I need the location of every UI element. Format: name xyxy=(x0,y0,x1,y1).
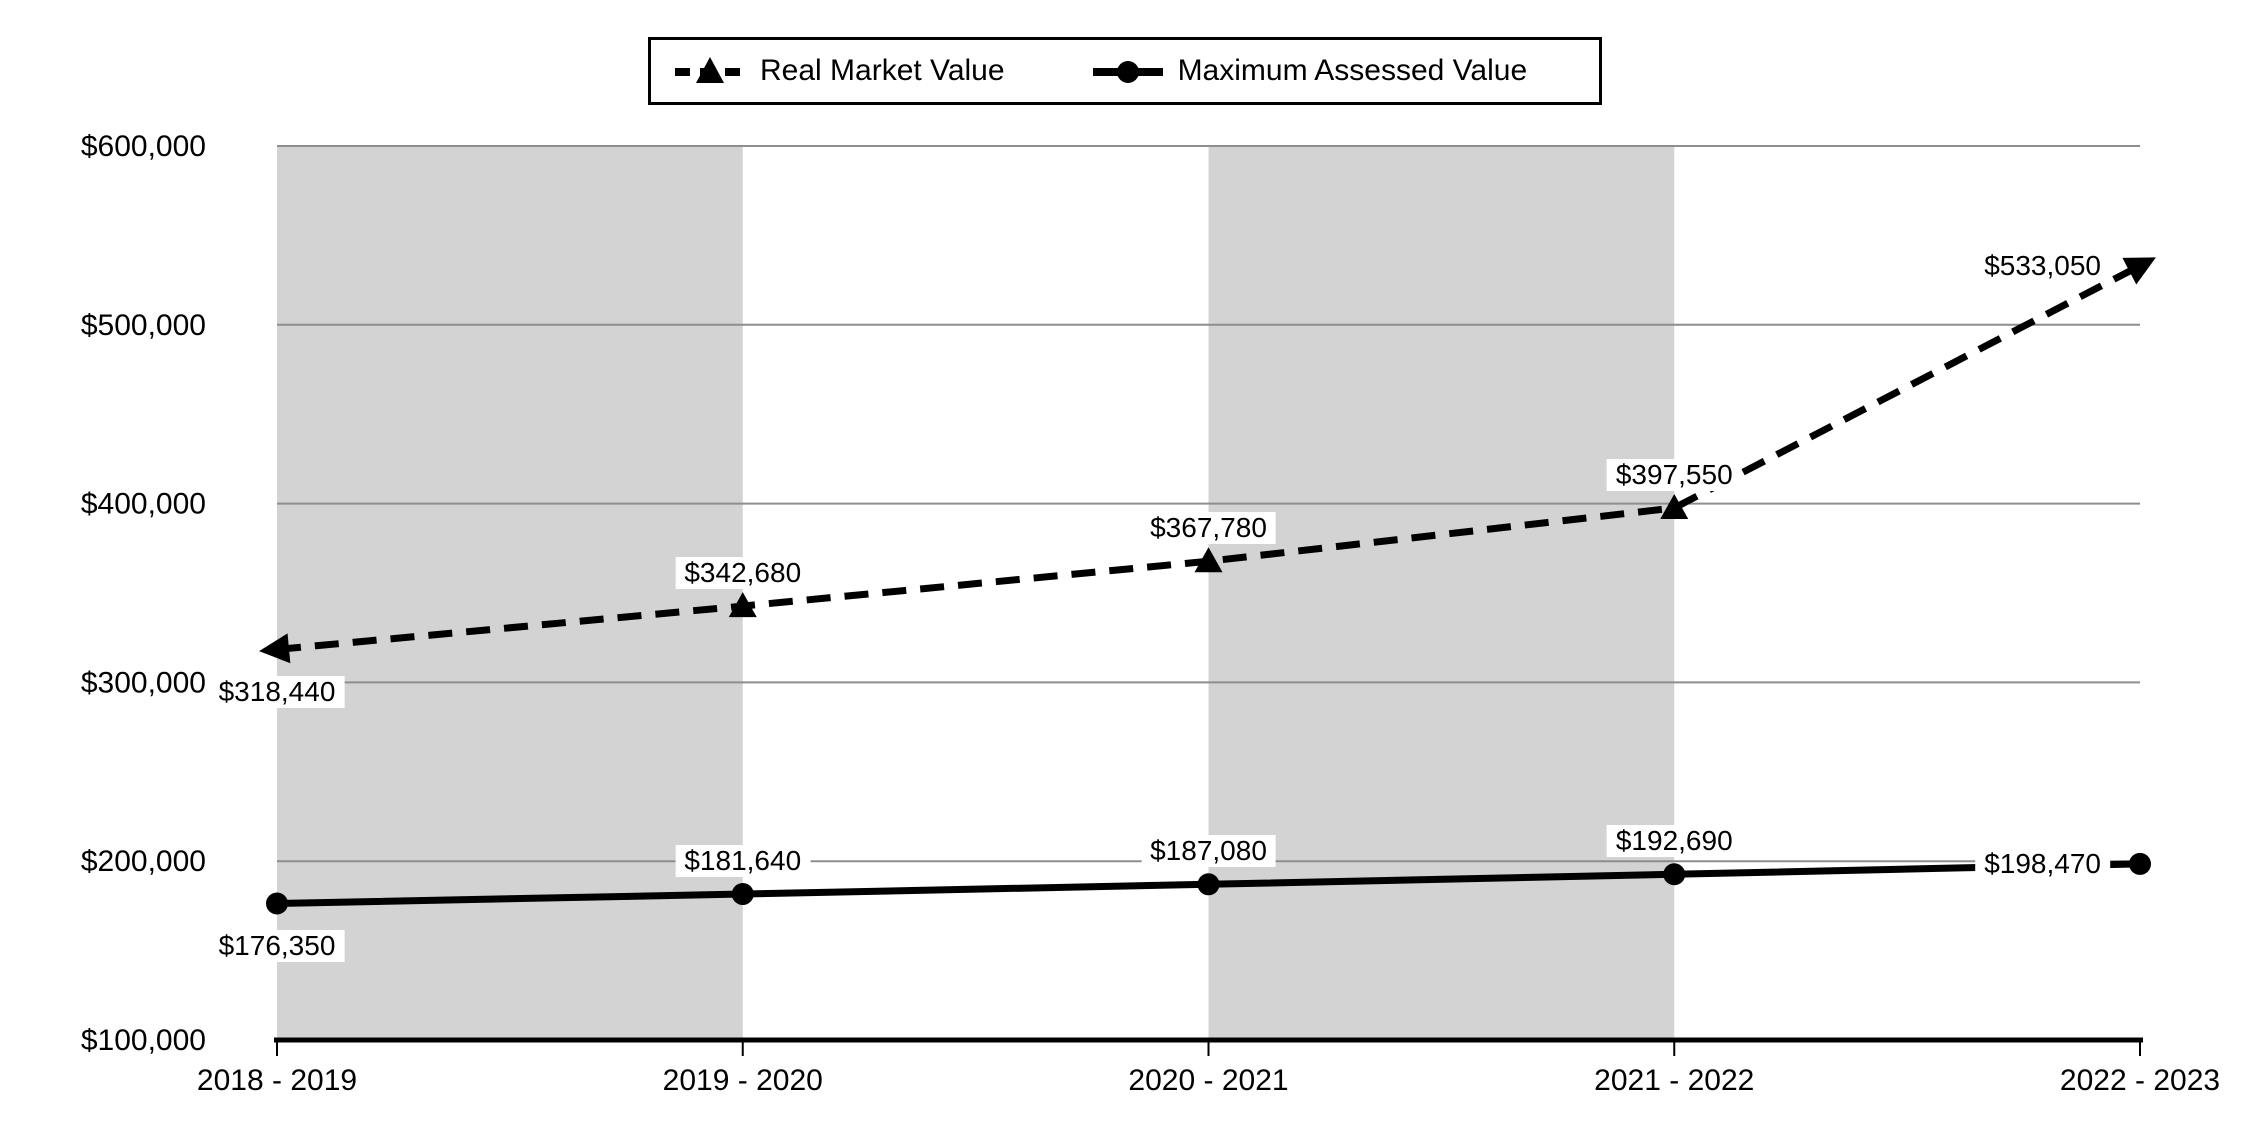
y-axis-tick-label: $500,000 xyxy=(81,309,206,342)
marker-circle xyxy=(1663,863,1686,886)
legend-label-real-market-value: Real Market Value xyxy=(760,54,1005,87)
solid-line-circle-icon xyxy=(1092,61,1163,83)
marker-circle xyxy=(1197,873,1220,896)
marker-triangle xyxy=(728,592,757,618)
x-axis-tick-label: 2018 - 2019 xyxy=(197,1064,357,1097)
x-axis-tick-label: 2019 - 2020 xyxy=(663,1064,823,1097)
marker-triangle xyxy=(1194,547,1223,573)
marker-circle xyxy=(2129,852,2151,875)
y-axis-tick-label: $300,000 xyxy=(81,666,206,699)
marker-triangle xyxy=(1660,493,1689,519)
x-axis-tick-label: 2020 - 2021 xyxy=(1128,1064,1288,1097)
y-axis-tick-label: $200,000 xyxy=(81,845,206,878)
legend-item-real-market-value: Real Market Value xyxy=(675,53,1005,89)
y-axis-tick-label: $600,000 xyxy=(81,130,206,163)
legend-item-maximum-assessed-value: Maximum Assessed Value xyxy=(1092,53,1528,89)
x-axis-tick-label: 2022 - 2023 xyxy=(2060,1064,2220,1097)
marker-arrow-end xyxy=(2122,257,2156,285)
plot-band xyxy=(1208,146,1675,1040)
x-axis-tick-label: 2021 - 2022 xyxy=(1594,1064,1754,1097)
marker-arrow-start xyxy=(259,633,291,664)
dashed-line-triangle-icon xyxy=(675,57,745,83)
legend-label-maximum-assessed-value: Maximum Assessed Value xyxy=(1177,54,1528,87)
marker-circle xyxy=(266,892,288,915)
y-axis-tick-label: $100,000 xyxy=(81,1024,206,1057)
chart-legend: Real Market Value Maximum Assessed Value xyxy=(648,37,1602,105)
plot-band xyxy=(277,146,743,1040)
marker-circle xyxy=(731,883,754,906)
y-axis-tick-label: $400,000 xyxy=(81,488,206,521)
